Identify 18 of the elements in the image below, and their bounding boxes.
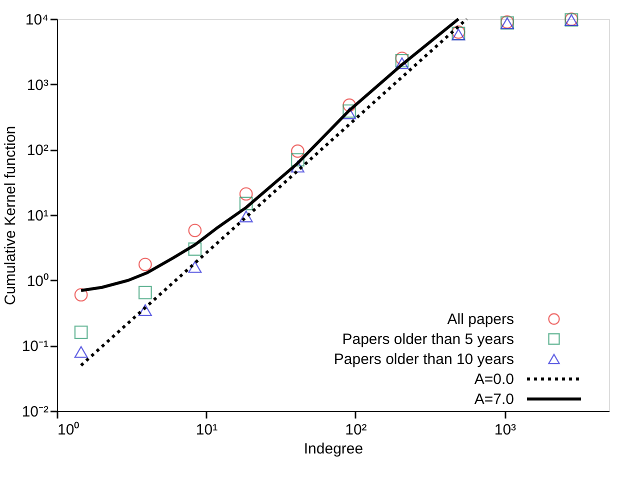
- y-tick-label: 10⁴: [25, 12, 48, 28]
- y-tick-label: 10²: [26, 142, 48, 160]
- y-tick-label: 10¹: [26, 208, 48, 224]
- legend-label: Papers older than 10 years: [334, 351, 514, 368]
- x-axis-title: Indegree: [304, 440, 364, 458]
- x-tick-label: 10⁰: [58, 422, 80, 438]
- y-axis-title: Cumulative Kernel function: [2, 126, 19, 306]
- y-tick-label: 10³: [26, 76, 48, 94]
- legend-label: A=0.0: [474, 371, 514, 388]
- x-tick-label: 10²: [345, 422, 367, 438]
- legend-label: All papers: [447, 311, 514, 328]
- x-tick-label: 10³: [494, 422, 516, 438]
- legend-label: A=7.0: [474, 391, 514, 408]
- y-tick-label: 10⁻²: [22, 404, 48, 420]
- y-tick-label: 10⁻¹: [22, 338, 48, 356]
- x-tick-label: 10¹: [196, 422, 218, 438]
- y-tick-label: 10⁰: [26, 272, 48, 290]
- legend-label: Papers older than 5 years: [342, 331, 514, 348]
